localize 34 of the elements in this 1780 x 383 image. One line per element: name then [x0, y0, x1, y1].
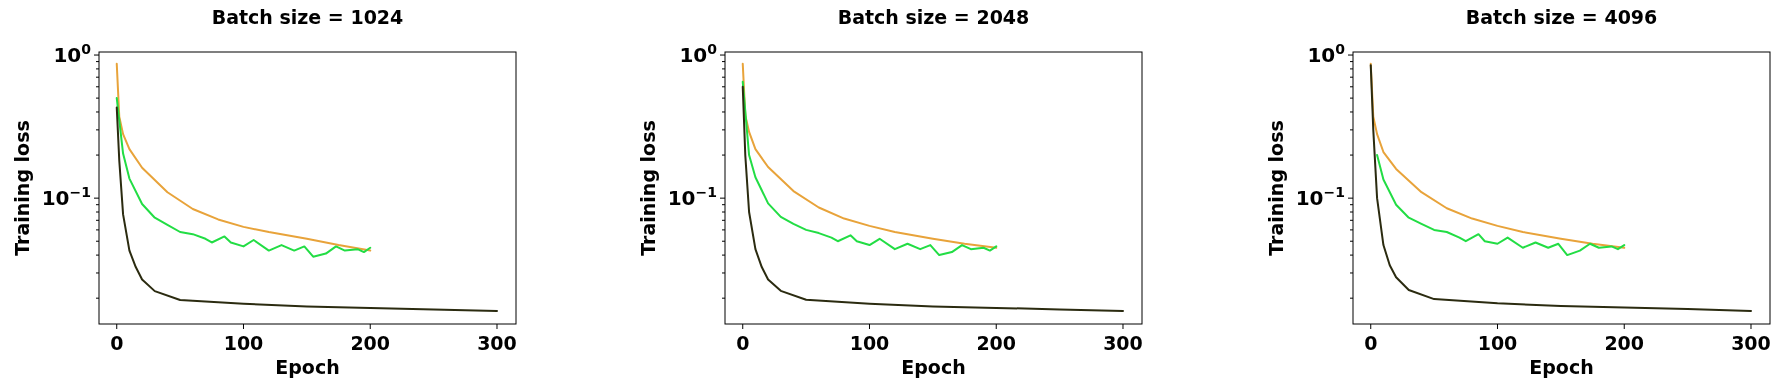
x-tick-label: 0 [1364, 332, 1378, 354]
line-series [115, 97, 372, 258]
y-tick-label: 10$^{0}$ [1307, 41, 1346, 68]
line-series [1369, 64, 1752, 312]
x-tick-label: 100 [1477, 332, 1518, 354]
x-tick-label: 0 [736, 332, 750, 354]
chart-title: Batch size = 2048 [837, 6, 1030, 28]
y-axis-title: Training loss [11, 120, 33, 256]
x-tick-label: 200 [1604, 332, 1645, 354]
line-series [115, 62, 372, 252]
y-tick-label: 10$^{−1}$ [667, 184, 717, 211]
x-tick-label: 200 [976, 332, 1017, 354]
y-axis-title: Training loss [637, 120, 659, 256]
line-series [1376, 154, 1626, 257]
line-series [741, 85, 1124, 312]
y-tick-label: 10$^{−1}$ [41, 184, 91, 211]
x-tick-label: 0 [110, 332, 124, 354]
y-tick-label: 10$^{0}$ [679, 41, 718, 68]
chart-title: Batch size = 1024 [211, 6, 404, 28]
x-tick-label: 200 [350, 332, 391, 354]
y-axis-title: Training loss [1265, 120, 1287, 256]
x-axis-title: Epoch [275, 356, 340, 378]
x-tick-label: 300 [477, 332, 517, 354]
x-tick-label: 300 [1731, 332, 1771, 354]
x-axis-title: Epoch [901, 356, 966, 378]
y-tick-label: 10$^{0}$ [53, 41, 92, 68]
line-series [115, 106, 498, 312]
x-tick-label: 300 [1103, 332, 1143, 354]
x-tick-label: 100 [223, 332, 264, 354]
chart-title: Batch size = 4096 [1465, 6, 1658, 28]
x-axis-title: Epoch [1529, 356, 1594, 378]
x-tick-label: 100 [849, 332, 890, 354]
y-tick-label: 10$^{−1}$ [1295, 184, 1345, 211]
line-series [1369, 62, 1626, 249]
